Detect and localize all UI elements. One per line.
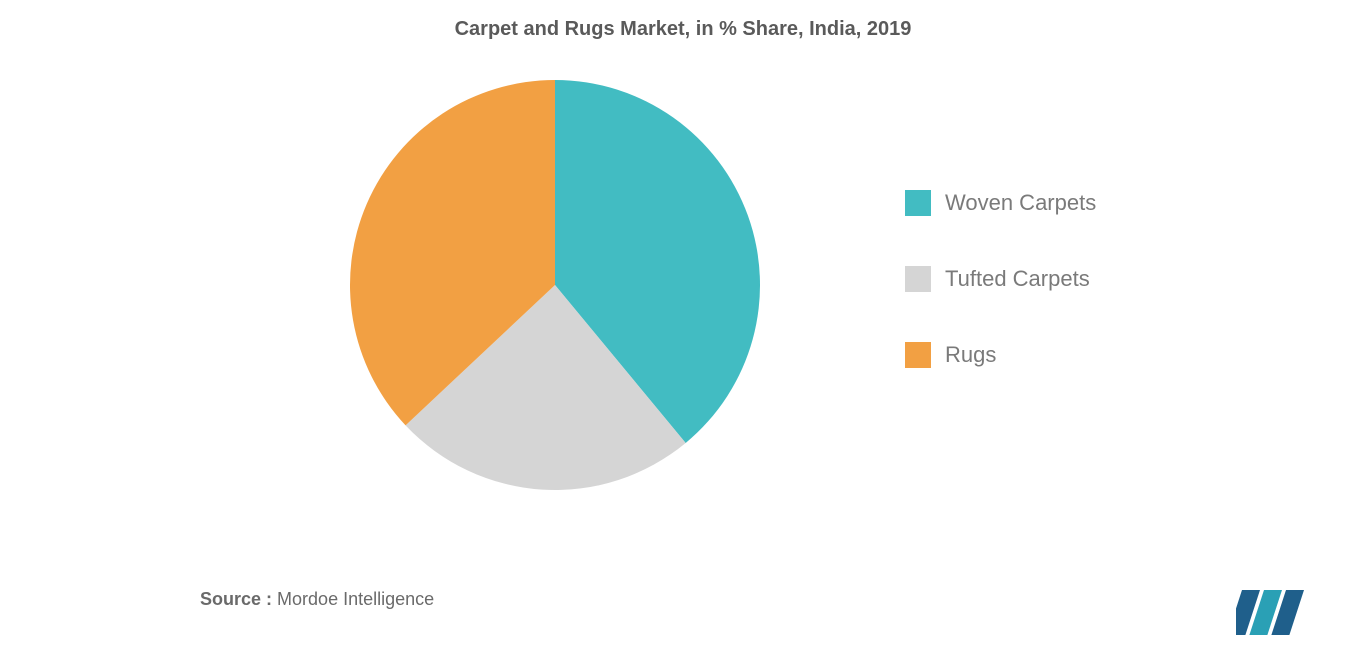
legend-label: Woven Carpets (945, 190, 1096, 216)
legend-item-woven-carpets: Woven Carpets (905, 190, 1096, 216)
source-attribution: Source : Mordoe Intelligence (200, 589, 434, 610)
source-value: Mordoe Intelligence (277, 589, 434, 609)
pie-chart (350, 80, 760, 490)
legend-swatch (905, 190, 931, 216)
chart-area: Woven Carpets Tufted Carpets Rugs (0, 60, 1366, 560)
brand-logo (1236, 590, 1306, 635)
legend-label: Tufted Carpets (945, 266, 1090, 292)
chart-title: Carpet and Rugs Market, in % Share, Indi… (0, 0, 1366, 41)
source-label: Source : (200, 589, 272, 609)
legend-label: Rugs (945, 342, 996, 368)
legend-swatch (905, 342, 931, 368)
chart-legend: Woven Carpets Tufted Carpets Rugs (905, 190, 1096, 368)
legend-item-rugs: Rugs (905, 342, 1096, 368)
legend-item-tufted-carpets: Tufted Carpets (905, 266, 1096, 292)
legend-swatch (905, 266, 931, 292)
